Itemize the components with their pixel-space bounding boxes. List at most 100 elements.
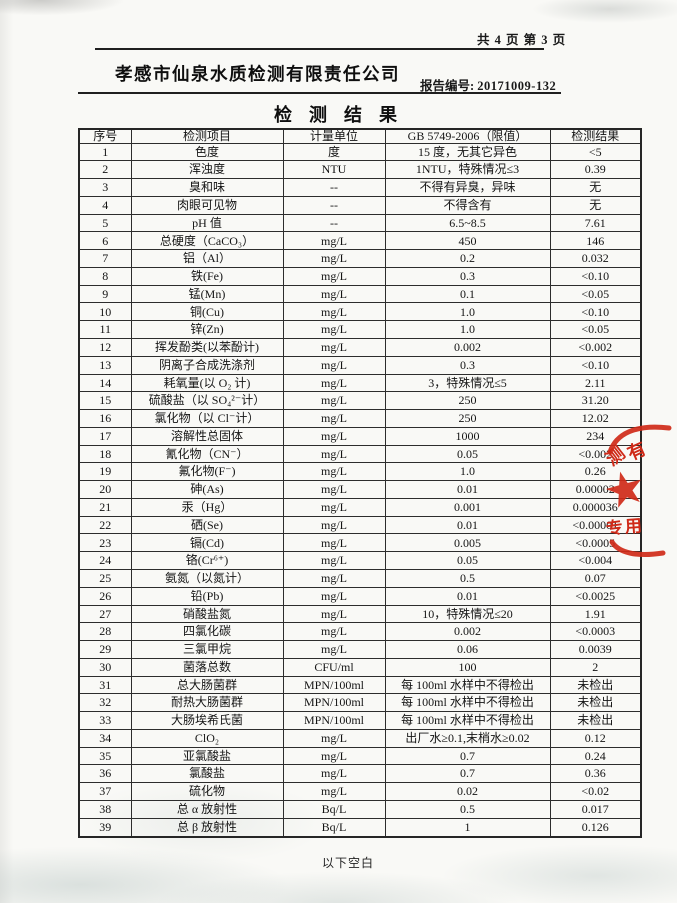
cell-no: 23	[78, 533, 132, 553]
cell-unit: mg/L	[282, 728, 386, 748]
cell-limit: 10，特殊情况≤20	[384, 604, 551, 624]
cell-result: 0.0039	[549, 640, 642, 659]
table-row: 13 阴离子合成洗涤剂 mg/L 0.3 <0.10	[78, 355, 642, 375]
cell-unit: mg/L	[282, 231, 386, 251]
table-row: 33 大肠埃希氏菌 MPN/100ml 每 100ml 水样中不得检出 未检出	[78, 711, 642, 730]
cell-result: <5	[549, 142, 642, 162]
cell-no: 11	[78, 320, 132, 340]
table-row: 5 pH 值 -- 6.5~8.5 7.61	[78, 213, 642, 233]
cell-no: 8	[78, 266, 132, 286]
cell-limit: 0.01	[384, 515, 551, 535]
cell-item: 阴离子合成洗涤剂	[130, 355, 284, 375]
table-row: 35 亚氯酸盐 mg/L 0.7 0.24	[78, 746, 642, 766]
cell-no: 38	[78, 799, 132, 819]
cell-no: 32	[78, 693, 132, 713]
cell-no: 1	[78, 142, 132, 162]
cell-unit: mg/L	[282, 355, 386, 375]
cell-result: <0.002	[549, 338, 642, 357]
cell-no: 18	[78, 444, 132, 464]
cell-item: 氨氮（以氮计）	[130, 568, 284, 588]
cell-unit: mg/L	[282, 782, 386, 801]
cell-unit: mg/L	[282, 497, 386, 517]
table-row: 16 氯化物（以 Cl⁻计） mg/L 250 12.02	[78, 409, 642, 428]
cell-unit: mg/L	[282, 302, 386, 322]
cell-limit: 0.05	[384, 444, 551, 464]
cell-unit: mg/L	[282, 426, 386, 446]
cell-result: 0.39	[549, 160, 642, 180]
cell-item: 氟化物(F⁻)	[130, 462, 284, 482]
table-row: 27 硝酸盐氮 mg/L 10，特殊情况≤20 1.91	[78, 604, 642, 624]
cell-item: 总 β 放射性	[130, 817, 284, 838]
cell-limit: 0.1	[384, 284, 551, 304]
column-header-no: 序号	[78, 128, 132, 144]
table-row: 17 溶解性总固体 mg/L 1000 234	[78, 426, 642, 446]
cell-result: 0.126	[549, 817, 642, 838]
report-number-value: 20171009-132	[477, 79, 557, 93]
cell-unit: mg/L	[282, 462, 386, 482]
cell-unit: --	[282, 213, 386, 233]
cell-limit: 每 100ml 水样中不得检出	[384, 693, 551, 713]
cell-no: 10	[78, 302, 132, 322]
table-row: 32 耐热大肠菌群 MPN/100ml 每 100ml 水样中不得检出 未检出	[78, 693, 642, 713]
cell-unit: --	[282, 195, 386, 215]
cell-limit: 250	[384, 391, 551, 411]
table-row: 36 氯酸盐 mg/L 0.7 0.36	[78, 764, 642, 784]
cell-result: 0.36	[549, 764, 642, 784]
cell-unit: mg/L	[282, 373, 386, 393]
cell-item: 氰化物（CN⁻）	[130, 444, 284, 464]
cell-item: ClO₂	[130, 728, 284, 748]
table-row: 19 氟化物(F⁻) mg/L 1.0 0.26	[78, 462, 642, 482]
cell-no: 22	[78, 515, 132, 535]
cell-result: 2.11	[549, 373, 642, 393]
footer-note: 以下空白	[321, 856, 374, 870]
cell-result: <0.00001	[549, 515, 642, 535]
cell-limit: 0.01	[384, 480, 551, 499]
cell-unit: mg/L	[282, 746, 386, 766]
table-row: 39 总 β 放射性 Bq/L 1 0.126	[78, 817, 642, 838]
cell-limit: 1.0	[384, 302, 551, 322]
cell-limit: 0.2	[384, 249, 551, 268]
company-name: 孝感市仙泉水质检测有限责任公司	[115, 64, 400, 84]
cell-result: 234	[549, 426, 642, 446]
cell-no: 17	[78, 426, 132, 446]
cell-limit: 0.002	[384, 622, 551, 642]
cell-result: <0.002	[549, 444, 642, 464]
table-row: 4 肉眼可见物 -- 不得含有无	[78, 195, 642, 215]
cell-item: 溶解性总固体	[130, 426, 284, 446]
cell-item: 氯化物（以 Cl⁻计）	[130, 409, 284, 428]
table-row: 8 铁(Fe) mg/L 0.3 <0.10	[78, 266, 642, 286]
cell-unit: mg/L	[282, 338, 386, 357]
cell-result: 0.032	[549, 249, 642, 268]
cell-item: 铝（Al）	[130, 249, 284, 268]
table-row: 38 总 α 放射性 Bq/L 0.5 0.017	[78, 799, 642, 819]
cell-unit: mg/L	[282, 284, 386, 304]
cell-no: 26	[78, 586, 132, 606]
cell-limit: 250	[384, 409, 551, 428]
cell-no: 7	[78, 249, 132, 268]
cell-no: 28	[78, 622, 132, 642]
cell-no: 14	[78, 373, 132, 393]
cell-limit: 0.002	[384, 338, 551, 357]
cell-unit: mg/L	[282, 480, 386, 499]
cell-unit: mg/L	[282, 640, 386, 659]
cell-item: 菌落总数	[130, 657, 284, 677]
table-row: 11 锌(Zn) mg/L 1.0 <0.05	[78, 320, 642, 340]
cell-item: 三氯甲烷	[130, 640, 284, 659]
cell-unit: mg/L	[282, 444, 386, 464]
cell-no: 29	[78, 640, 132, 659]
cell-result: 未检出	[549, 693, 642, 713]
cell-result: 7.61	[549, 213, 642, 233]
cell-limit: 0.7	[384, 764, 551, 784]
cell-unit: 度	[282, 142, 386, 162]
cell-no: 12	[78, 338, 132, 357]
cell-no: 20	[78, 480, 132, 499]
header-rule-bottom	[78, 92, 561, 94]
cell-limit: 出厂水≥0.1,末梢水≥0.02	[384, 728, 551, 748]
table-row: 9 锰(Mn) mg/L 0.1 <0.05	[78, 284, 642, 304]
cell-result: <0.0005	[549, 533, 642, 553]
cell-unit: NTU	[282, 160, 386, 180]
cell-result: 0.24	[549, 746, 642, 766]
cell-result: <0.0025	[549, 586, 642, 606]
page-indicator: 共 4 页 第 3 页	[477, 33, 567, 47]
cell-limit: 1.0	[384, 462, 551, 482]
